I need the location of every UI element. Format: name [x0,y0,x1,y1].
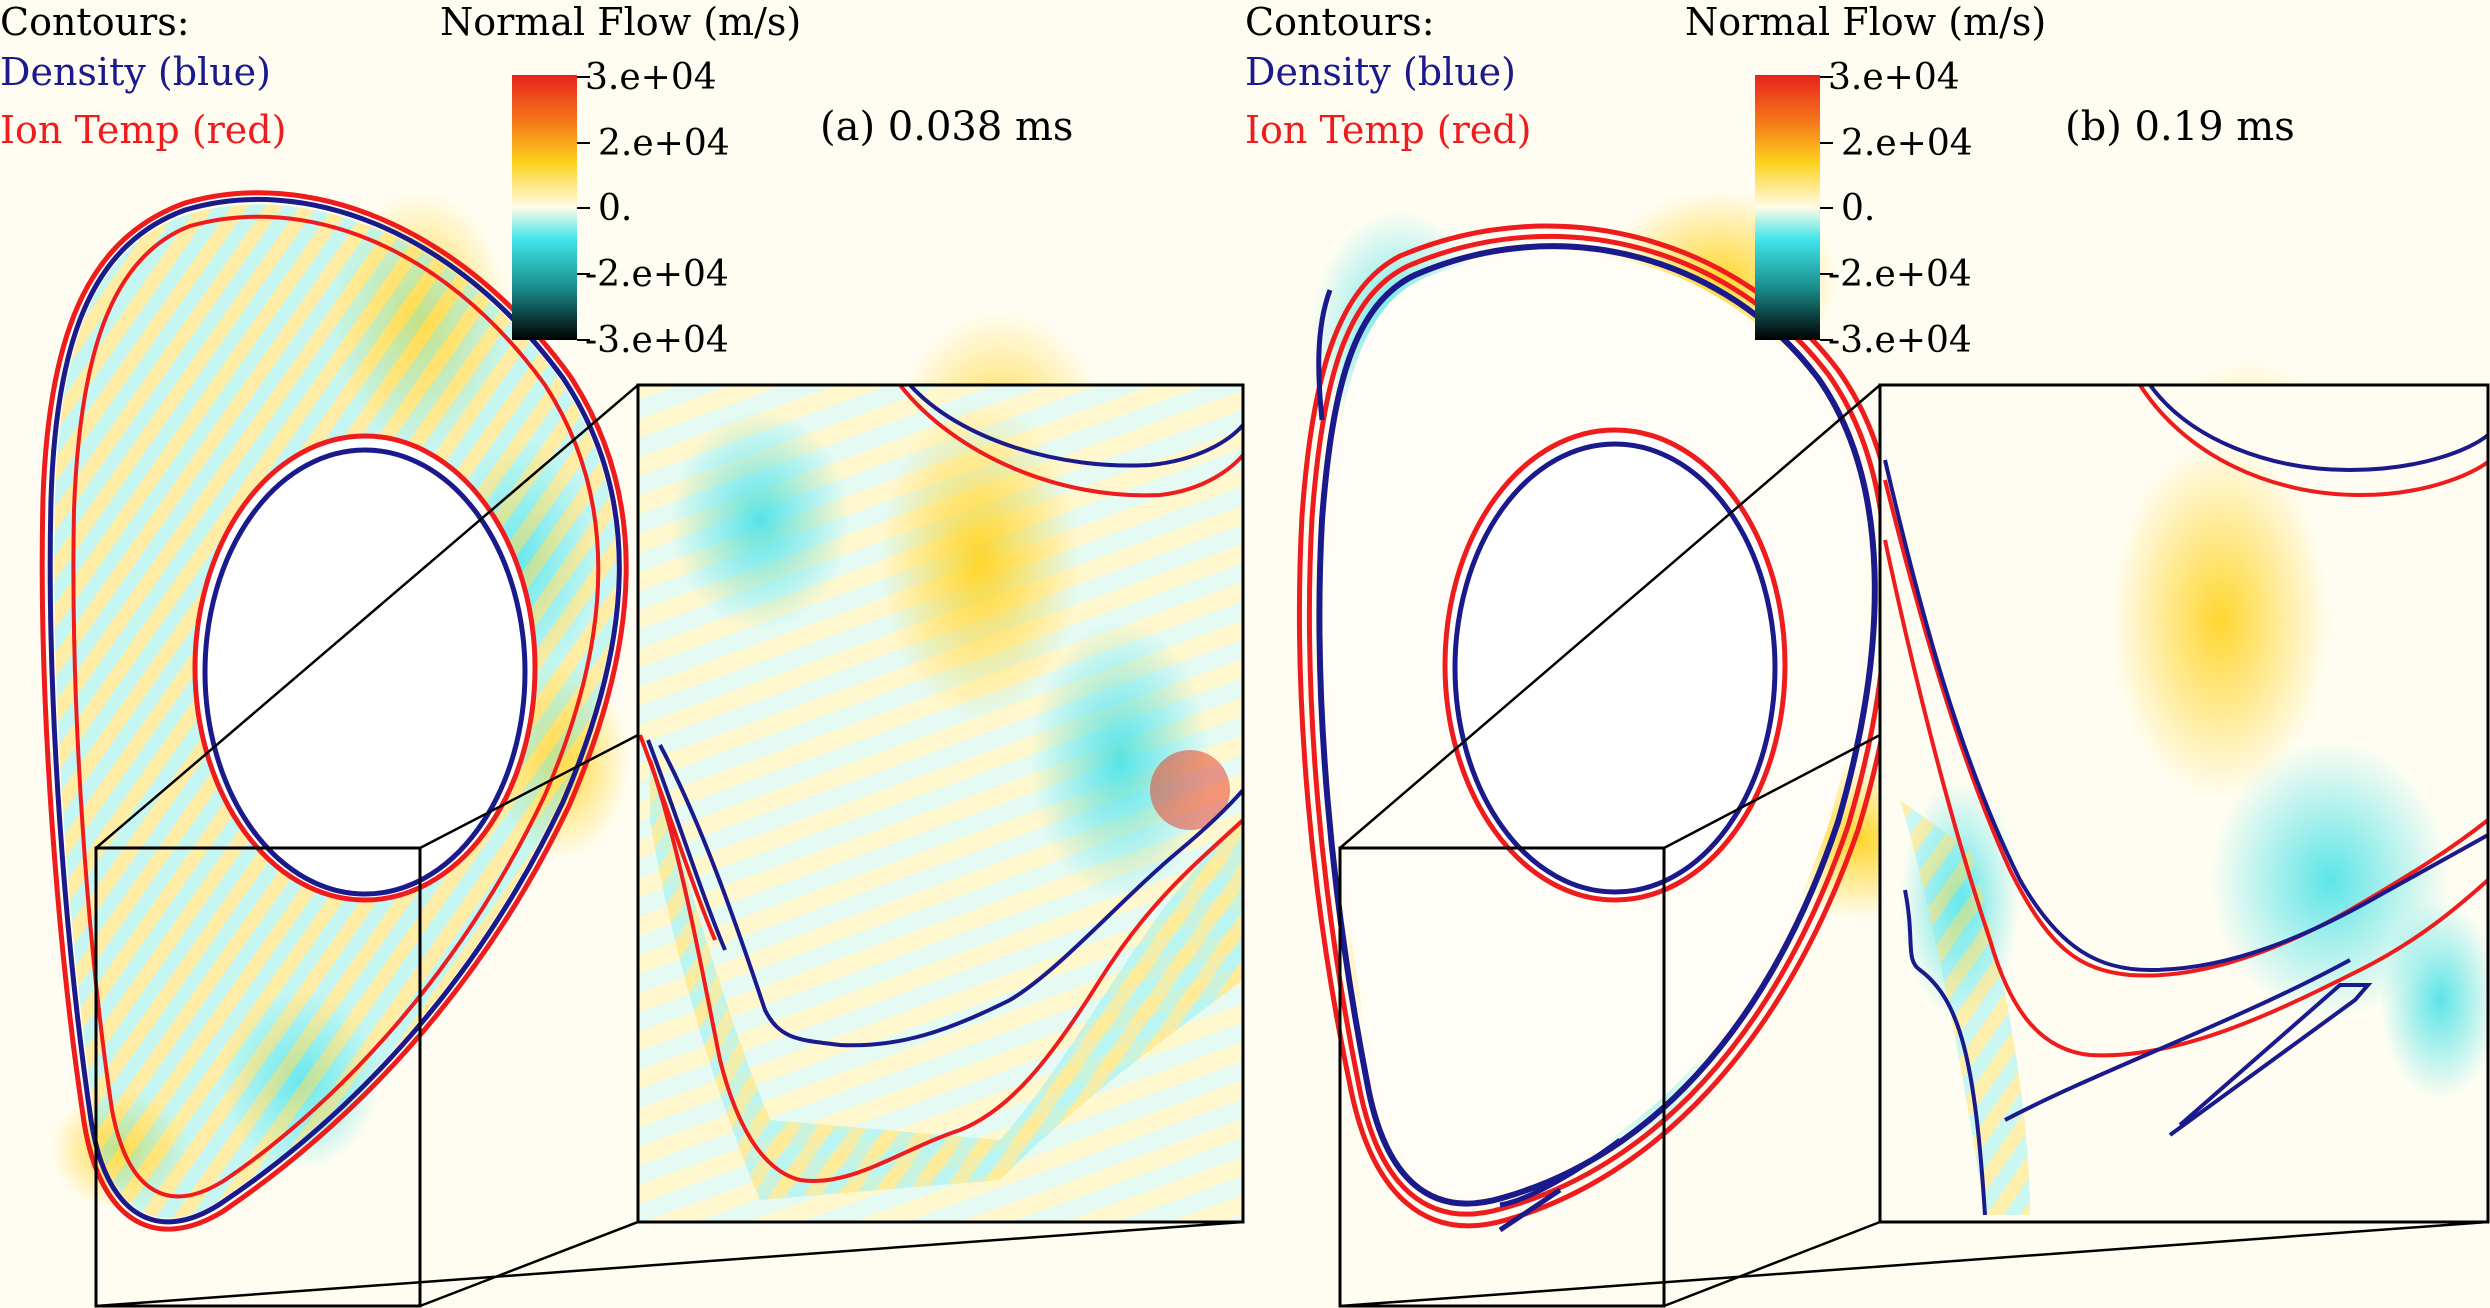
zoom-line-bottom-inner-a [419,1220,639,1308]
zoom-inset-frame-a [636,383,1245,1224]
zoom-source-box-b [1338,846,1666,1308]
inset-density-filament [2168,983,2373,1137]
colorbar-tick-label: -2.e+04 [585,254,729,295]
temp-legend-b: Ion Temp (red) [1245,108,1531,152]
inset-density-contour-top [908,383,1245,468]
zoom-line-mid-b [1663,733,1881,850]
inset-temp-contour-top [898,383,1245,498]
temp-contour-outer [39,190,629,1232]
zoom-inset-a [638,383,1245,1222]
colorbar-tick-label: -3.e+04 [585,320,729,361]
colorbar-tick-label: -2.e+04 [1828,254,1972,295]
temp-contour-outer-2 [1296,223,1901,1229]
inset-temp-contour-1 [1883,479,2490,978]
plasma-cross-section-b [1296,223,1901,1233]
zoom-source-box-a [94,846,422,1308]
temp-contour-core [192,433,538,903]
zoom-inset-b [1880,383,2490,1222]
zoom-line-mid-a [419,733,639,850]
zoom-line-bottom-b [1339,1220,2489,1308]
zoom-line-bottom-a [95,1220,1244,1308]
temp-legend-a: Ion Temp (red) [0,108,286,152]
panel-b: Contours: Density (blue) Ion Temp (red) … [1245,0,2490,1308]
plasma-cross-section-a [39,190,629,1232]
time-label-a: (a) 0.038 ms [820,104,1073,150]
colorbar-tick-label: 0. [1841,188,1875,229]
colorbar-tick-label: 2.e+04 [598,123,730,164]
zoom-line-top-a [95,384,639,849]
temp-contour-core [1442,427,1788,903]
colorbar-title-a: Normal Flow (m/s) [440,0,801,44]
colorbar-tick-label: -3.e+04 [1828,320,1972,361]
density-legend-a: Density (blue) [0,50,271,94]
colorbar-ticks-b [1820,76,1833,341]
colorbar-tick-label: 2.e+04 [1841,123,1973,164]
colorbar-ticks-a [577,76,590,341]
density-contour-core [1452,441,1778,895]
temp-contour-outer [1306,233,1889,1217]
temp-contour-inner-edge [71,214,601,1199]
density-legend-b: Density (blue) [1245,50,1516,94]
inset-temp-contour-2 [1883,539,2490,1058]
inset-density-contour-lower [658,744,1245,1048]
colorbar-tick-label: 0. [598,188,632,229]
zoom-line-top-b [1339,384,1881,849]
contours-heading-b: Contours: [1245,0,1435,44]
inset-density-contour-1 [1883,459,2489,973]
inset-temp-contour-lower [648,759,1245,1184]
zoom-line-bottom-inner-b [1663,1220,1881,1308]
density-contour-core [202,447,528,897]
panel-a: Contours: Density (blue) Ion Temp (red) … [0,0,1245,1308]
time-label-b: (b) 0.19 ms [2065,104,2295,150]
zoom-inset-frame-b [1878,383,2490,1224]
colorbar-title-b: Normal Flow (m/s) [1685,0,2046,44]
inset-density-contour-top [2148,383,2490,473]
colorbar-a [512,75,577,340]
contours-heading-a: Contours: [0,0,190,44]
inset-temp-contour-top [2138,383,2490,498]
density-contour-outer [47,197,622,1225]
colorbar-tick-label: 3.e+04 [1828,57,1960,98]
colorbar-b [1755,75,1820,340]
colorbar-tick-label: 3.e+04 [585,57,717,98]
inset-density-contour-2 [1903,889,1987,1216]
